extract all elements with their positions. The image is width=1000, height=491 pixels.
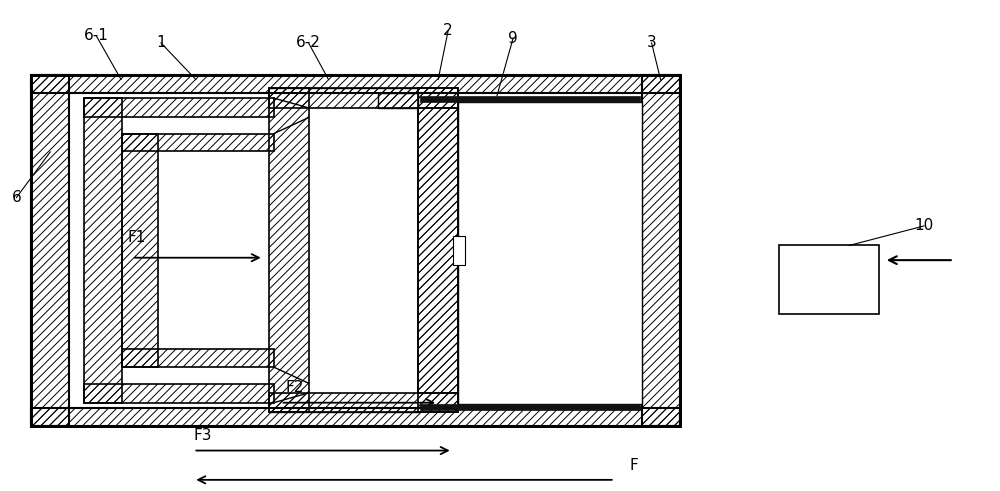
Text: 6-1: 6-1 (84, 28, 109, 43)
Text: 10: 10 (914, 218, 933, 234)
Bar (309, 108, 418, 393)
Bar (269, 88, 458, 108)
Text: 3: 3 (647, 35, 656, 51)
Bar (269, 88, 309, 412)
Text: 6: 6 (11, 190, 21, 205)
Bar (122, 134, 274, 151)
Bar (418, 88, 458, 412)
Text: 1: 1 (156, 35, 166, 51)
Bar (378, 93, 418, 108)
Bar (84, 98, 122, 403)
Bar (31, 75, 680, 426)
Bar (31, 75, 680, 93)
Bar (31, 75, 69, 426)
Text: F2: F2 (286, 381, 304, 395)
Bar (420, 404, 640, 410)
Bar (122, 116, 158, 384)
Bar (84, 384, 274, 403)
Bar (642, 75, 680, 426)
Bar (420, 96, 640, 102)
Bar (31, 408, 680, 426)
Bar (158, 151, 274, 350)
Bar (779, 246, 879, 314)
Text: F: F (630, 458, 638, 472)
Bar (122, 134, 158, 367)
Bar (122, 350, 274, 367)
Text: 2: 2 (443, 23, 453, 38)
Text: 6-2: 6-2 (296, 35, 321, 51)
Text: F3: F3 (193, 428, 212, 443)
Bar (84, 98, 274, 116)
Bar (69, 93, 679, 408)
Bar (31, 75, 680, 426)
Bar (453, 236, 465, 265)
Text: 9: 9 (508, 30, 518, 46)
Bar (418, 108, 458, 393)
Text: F1: F1 (127, 230, 145, 246)
Bar (458, 102, 642, 404)
Bar (269, 393, 458, 412)
